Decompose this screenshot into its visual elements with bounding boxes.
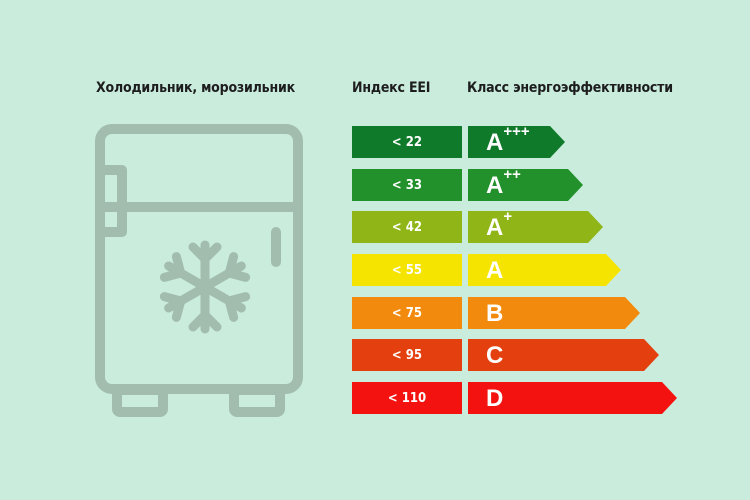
energy-class-plus: + bbox=[503, 208, 513, 225]
energy-class-plus: ++ bbox=[503, 166, 521, 183]
class-header: Класс энергоэффективности bbox=[467, 80, 673, 96]
eei-index-cell: < 42 bbox=[352, 211, 462, 243]
energy-class-arrow: A++ bbox=[468, 166, 583, 201]
energy-class-plus: +++ bbox=[503, 123, 530, 140]
energy-class-arrow: B bbox=[468, 297, 640, 329]
energy-class-letter: A bbox=[486, 129, 504, 156]
energy-class-letter: B bbox=[486, 300, 504, 327]
appliance-header: Холодильник, морозильник bbox=[96, 80, 295, 96]
energy-class-arrow: A+ bbox=[468, 208, 603, 243]
energy-class-arrow: D bbox=[468, 382, 677, 414]
energy-class-letter: A bbox=[486, 214, 504, 241]
energy-class-arrow: A bbox=[468, 254, 621, 286]
eei-index-cell: < 75 bbox=[352, 297, 462, 329]
energy-class-letter: A bbox=[486, 257, 504, 284]
snowflake-icon bbox=[163, 240, 248, 329]
eei-index-cell: < 110 bbox=[352, 382, 462, 414]
energy-class-letter: A bbox=[486, 172, 504, 199]
energy-class-arrow: C bbox=[468, 339, 659, 371]
eei-index-cell: < 95 bbox=[352, 339, 462, 371]
energy-class-letter: C bbox=[486, 342, 504, 369]
eei-index-cell: < 33 bbox=[352, 169, 462, 201]
eei-index-cell: < 22 bbox=[352, 126, 462, 158]
energy-class-arrow: A+++ bbox=[468, 123, 565, 158]
eei-index-cell: < 55 bbox=[352, 254, 462, 286]
index-header: Индекс EEI bbox=[352, 80, 431, 96]
energy-class-letter: D bbox=[486, 385, 504, 412]
